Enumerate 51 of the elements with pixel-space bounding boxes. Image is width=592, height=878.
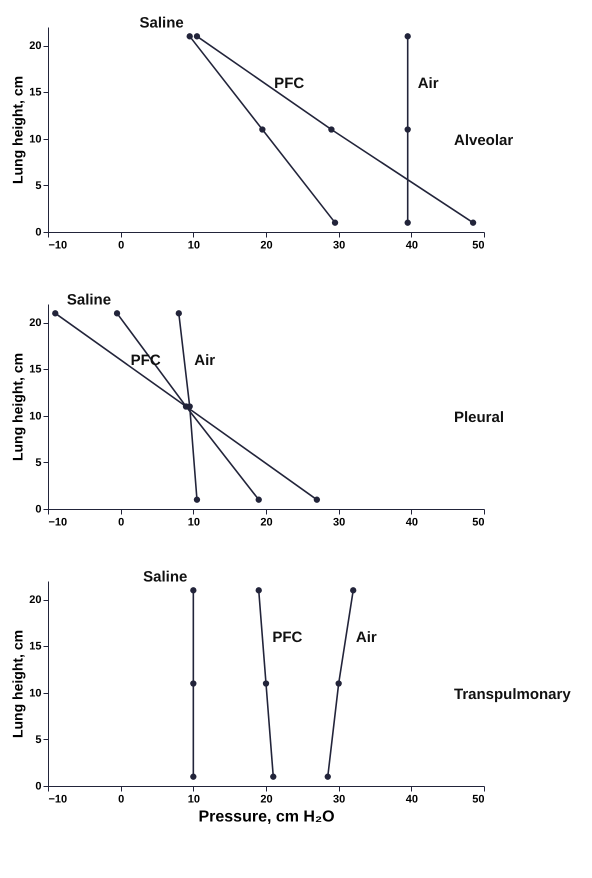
x-tick-label: 20	[260, 516, 273, 528]
y-tick-label: 15	[29, 640, 42, 653]
y-tick-label: 0	[35, 504, 42, 516]
y-tick-label: 10	[29, 410, 42, 422]
y-tick-label: 5	[35, 734, 42, 746]
y-tick-label: 10	[29, 687, 42, 700]
y-tick-label: 5	[35, 456, 42, 469]
y-axis-title: Lung height, cm	[9, 352, 26, 462]
x-tick-label: −10	[48, 516, 68, 528]
x-axis-title: Pressure, cm H₂O	[198, 808, 335, 826]
x-tick-label: 0	[118, 516, 124, 528]
y-tick-label: 0	[35, 226, 42, 238]
x-tick-label: 40	[406, 794, 418, 806]
x-tick-label: 50	[472, 794, 484, 806]
x-tick-label: 30	[333, 516, 346, 528]
x-tick-label: 50	[472, 240, 484, 252]
y-tick-label: 20	[29, 317, 42, 330]
annotation: Pleural	[454, 408, 504, 426]
series-label: Air	[356, 628, 377, 646]
x-tick-label: 30	[333, 240, 346, 252]
y-axis-title: Lung height, cm	[9, 630, 26, 738]
x-tick-label: 20	[260, 240, 273, 252]
y-tick-label: 0	[35, 780, 42, 792]
x-tick-label: 0	[118, 794, 124, 806]
series-label: PFC	[272, 628, 303, 646]
x-tick-label: 10	[188, 794, 200, 806]
y-tick-label: 10	[29, 133, 42, 146]
x-tick-label: 20	[260, 794, 273, 806]
x-tick-label: 10	[188, 240, 200, 252]
series-label: Saline	[143, 568, 188, 586]
series-label: PFC	[274, 74, 304, 92]
x-tick-label: 0	[118, 240, 124, 252]
x-tick-label: 10	[188, 516, 200, 528]
x-tick-label: 30	[333, 794, 346, 806]
annotation: Alveolar	[454, 132, 514, 149]
x-tick-label: 40	[406, 240, 418, 252]
y-tick-label: 15	[29, 86, 42, 99]
y-axis-title: Lung height, cm	[9, 76, 26, 184]
series-label: Air	[194, 352, 216, 369]
y-tick-label: 20	[29, 594, 42, 606]
y-tick-label: 5	[35, 180, 42, 192]
x-tick-label: −10	[48, 794, 68, 806]
annotation: Transpulmonary	[454, 686, 572, 703]
series-label: Saline	[66, 291, 112, 308]
x-tick-label: −10	[48, 240, 68, 252]
series-label: Air	[418, 74, 439, 92]
series-label: Saline	[140, 14, 184, 32]
x-tick-label: 50	[472, 516, 484, 528]
x-tick-label: 40	[406, 516, 418, 528]
y-tick-label: 20	[29, 40, 42, 52]
y-tick-label: 15	[29, 364, 42, 376]
